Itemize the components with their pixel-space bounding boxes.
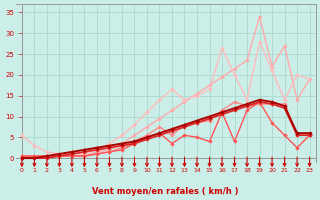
X-axis label: Vent moyen/en rafales ( km/h ): Vent moyen/en rafales ( km/h ) — [92, 187, 239, 196]
